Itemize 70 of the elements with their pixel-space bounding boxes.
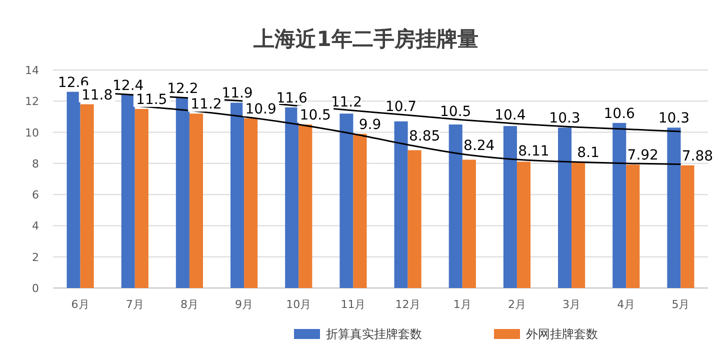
y-tick-label: 12 [25, 95, 39, 108]
bar [66, 92, 80, 288]
x-tick-label: 4月 [617, 298, 636, 311]
x-tick-label: 1月 [453, 298, 472, 311]
data-label: 8.85 [408, 128, 440, 145]
bar [353, 134, 367, 288]
y-tick-label: 14 [25, 64, 39, 77]
y-tick-label: 6 [32, 188, 39, 202]
bar [340, 114, 354, 288]
x-tick-label: 9月 [235, 298, 254, 311]
data-label: 11.5 [136, 92, 168, 108]
data-label: 11.6 [276, 90, 308, 106]
data-label: 12.2 [167, 81, 198, 98]
data-label: 10.6 [604, 106, 636, 122]
bar [298, 124, 312, 288]
data-label: 11.2 [330, 94, 362, 110]
data-label: 11.9 [222, 86, 253, 102]
data-label: 7.92 [627, 148, 658, 164]
chart-title: 上海近1年二手房挂牌量 [252, 27, 478, 51]
data-label: 8.11 [518, 144, 550, 160]
data-label: 11.8 [81, 87, 113, 104]
x-tick-label: 2月 [508, 298, 526, 311]
bar [230, 102, 244, 288]
bar [244, 118, 258, 288]
data-label: 11.2 [190, 96, 222, 113]
bar [516, 162, 530, 288]
bar [558, 128, 572, 288]
x-tick-label: 6月 [71, 298, 90, 311]
data-label: 10.5 [300, 108, 331, 124]
data-label: 10.5 [440, 104, 472, 120]
bar [285, 107, 299, 288]
bar [408, 150, 422, 288]
bar [462, 160, 476, 288]
data-label: 9.9 [358, 116, 382, 133]
x-tick-label: 8月 [180, 298, 198, 311]
data-label: 10.3 [658, 110, 690, 127]
bar [176, 98, 190, 288]
data-label: 10.3 [549, 110, 580, 127]
data-label: 7.88 [682, 148, 714, 164]
data-label: 10.9 [245, 101, 276, 118]
y-tick-label: 0 [32, 282, 39, 295]
data-label: 10.4 [494, 108, 526, 124]
bar [448, 124, 462, 288]
bar [189, 114, 203, 288]
x-tick-label: 7月 [126, 298, 144, 311]
data-label: 8.24 [464, 138, 495, 154]
bar [80, 104, 94, 288]
x-tick-label: 11月 [340, 298, 366, 311]
data-label: 10.7 [385, 99, 417, 116]
y-tick-label: 10 [25, 126, 39, 140]
bar [612, 122, 626, 288]
bar [134, 108, 148, 288]
x-tick-label: 10月 [286, 298, 312, 311]
y-tick-label: 8 [32, 157, 39, 170]
data-label: 12.4 [112, 78, 144, 94]
y-tick-label: 4 [32, 220, 39, 233]
bar [503, 126, 517, 288]
legend-label: 折算真实挂牌套数 [326, 327, 422, 341]
bar [121, 94, 135, 288]
x-tick-label: 12月 [395, 298, 420, 311]
x-tick-label: 5月 [672, 298, 690, 311]
bar [667, 128, 681, 288]
bar [626, 164, 640, 288]
data-label: 8.1 [577, 144, 600, 161]
legend-label: 外网挂牌套数 [526, 327, 598, 341]
bar [680, 165, 694, 288]
x-tick-label: 3月 [562, 298, 581, 311]
bar [394, 121, 408, 288]
y-tick-label: 2 [32, 250, 39, 264]
bar [572, 162, 586, 288]
